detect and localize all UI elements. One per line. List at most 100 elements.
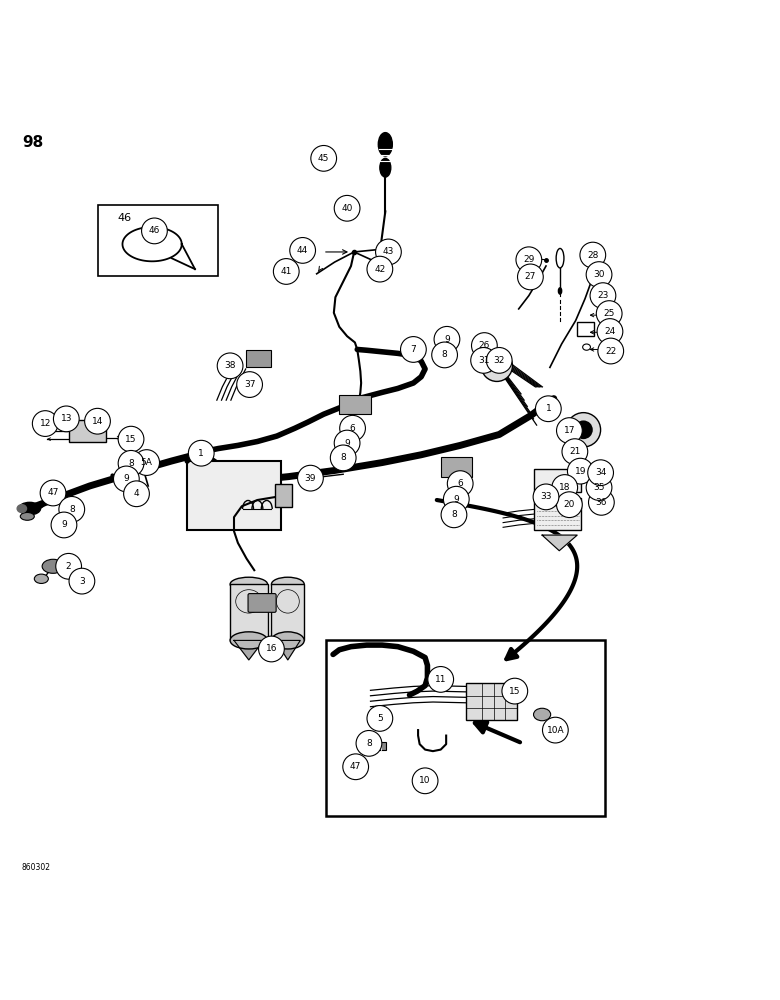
Circle shape [597, 319, 623, 344]
Text: 24: 24 [604, 327, 615, 336]
Ellipse shape [378, 133, 392, 156]
Bar [275, 484, 292, 507]
Circle shape [556, 418, 582, 443]
Text: 9: 9 [453, 495, 459, 504]
Text: 10: 10 [420, 776, 431, 785]
Text: 45: 45 [318, 154, 329, 163]
Text: 20: 20 [564, 500, 575, 509]
Circle shape [487, 348, 512, 373]
Circle shape [543, 717, 568, 743]
Circle shape [432, 342, 457, 368]
Circle shape [471, 348, 497, 373]
Text: 37: 37 [244, 380, 255, 389]
Circle shape [335, 195, 360, 221]
Text: 26: 26 [479, 341, 490, 350]
Wedge shape [488, 356, 503, 372]
Bar [69, 420, 106, 442]
Bar [534, 469, 581, 492]
Text: 42: 42 [374, 265, 385, 274]
Bar [534, 498, 581, 530]
Text: 8: 8 [441, 350, 448, 359]
Circle shape [471, 333, 498, 358]
Circle shape [342, 754, 369, 780]
Polygon shape [234, 640, 264, 660]
Circle shape [114, 466, 139, 492]
Circle shape [597, 301, 622, 326]
Circle shape [448, 471, 473, 496]
Text: 8: 8 [451, 510, 457, 519]
Circle shape [298, 465, 323, 491]
Circle shape [375, 239, 401, 265]
Text: 15: 15 [126, 435, 136, 444]
Circle shape [33, 411, 58, 436]
Text: 9: 9 [444, 335, 450, 344]
Bar [230, 584, 268, 640]
Circle shape [534, 484, 558, 510]
Text: 12: 12 [40, 419, 51, 428]
Text: 31: 31 [478, 356, 489, 365]
Circle shape [588, 489, 615, 515]
Text: 6: 6 [349, 424, 356, 433]
Bar [361, 742, 386, 750]
Circle shape [588, 460, 614, 486]
Ellipse shape [20, 512, 34, 520]
Circle shape [51, 512, 76, 538]
Circle shape [290, 238, 315, 263]
Text: 46: 46 [117, 213, 131, 223]
Ellipse shape [558, 287, 562, 295]
Text: 47: 47 [350, 762, 361, 771]
Text: 40: 40 [342, 204, 353, 213]
Circle shape [340, 415, 365, 441]
Bar [326, 640, 604, 816]
Circle shape [443, 486, 469, 512]
Ellipse shape [17, 505, 27, 512]
Text: 47: 47 [48, 488, 58, 497]
Polygon shape [542, 535, 577, 551]
Text: 2: 2 [66, 562, 72, 571]
Circle shape [481, 350, 512, 381]
Circle shape [551, 475, 577, 500]
Text: 38: 38 [225, 361, 236, 370]
Circle shape [41, 480, 66, 506]
Circle shape [119, 450, 144, 476]
Text: 5A: 5A [140, 458, 153, 467]
Text: 98: 98 [22, 135, 43, 150]
Text: 7: 7 [410, 345, 417, 354]
Ellipse shape [271, 632, 304, 649]
Circle shape [55, 553, 82, 579]
Circle shape [518, 264, 544, 290]
Circle shape [119, 426, 144, 452]
Ellipse shape [42, 559, 64, 573]
Text: 39: 39 [305, 474, 316, 483]
Bar [187, 461, 281, 530]
Ellipse shape [240, 383, 256, 394]
Text: 43: 43 [383, 247, 394, 256]
Circle shape [189, 440, 214, 466]
Bar [246, 350, 271, 367]
Text: 9: 9 [123, 474, 129, 483]
Text: 3: 3 [79, 577, 85, 586]
Text: 25: 25 [604, 309, 615, 318]
Text: 9: 9 [344, 439, 350, 448]
Circle shape [69, 568, 95, 594]
Text: 18: 18 [559, 483, 570, 492]
Circle shape [217, 353, 243, 379]
Circle shape [502, 678, 528, 704]
Text: 34: 34 [595, 468, 606, 477]
Circle shape [331, 445, 356, 471]
Text: 21: 21 [569, 447, 580, 456]
Circle shape [134, 450, 159, 475]
Circle shape [84, 408, 111, 434]
Circle shape [580, 242, 605, 268]
Text: 8: 8 [340, 453, 346, 462]
Text: 44: 44 [297, 246, 308, 255]
Text: 32: 32 [494, 356, 505, 365]
Text: 29: 29 [523, 255, 534, 264]
Text: 27: 27 [525, 272, 536, 281]
Text: 8: 8 [366, 739, 372, 748]
Ellipse shape [230, 632, 268, 649]
Text: 6: 6 [457, 479, 463, 488]
Text: 1: 1 [545, 404, 551, 413]
Text: 22: 22 [605, 347, 616, 356]
Text: 11: 11 [435, 675, 446, 684]
